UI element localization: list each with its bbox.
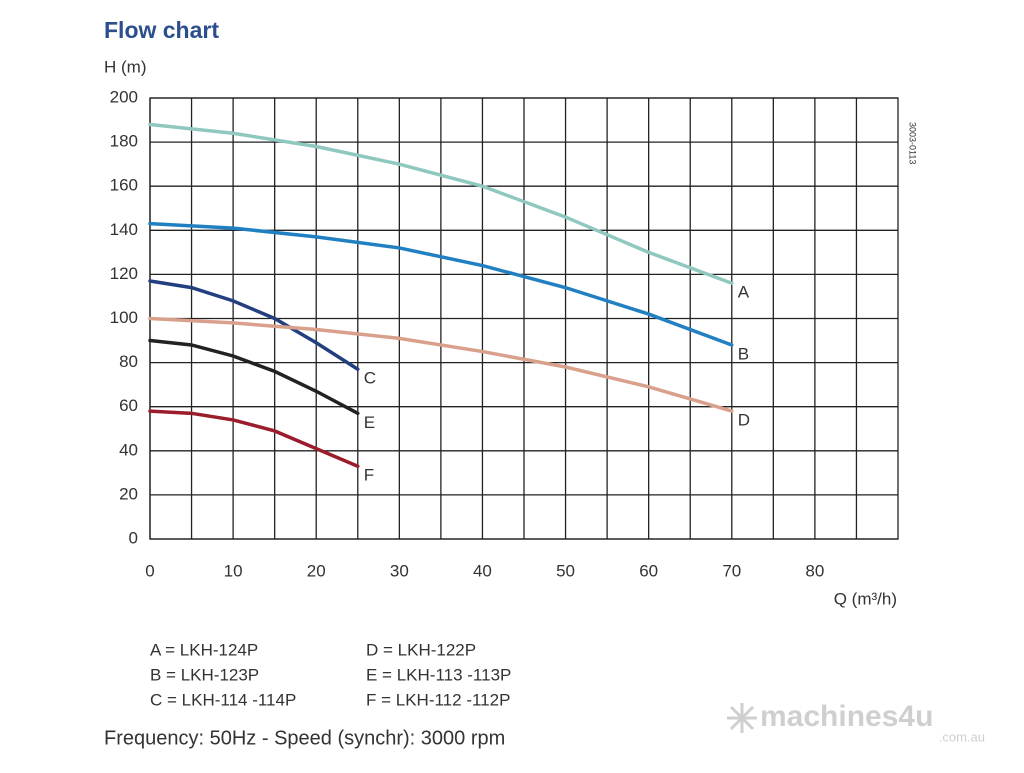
x-tick-label: 80 bbox=[805, 561, 824, 580]
y-tick-label: 160 bbox=[110, 176, 138, 195]
y-tick-label: 80 bbox=[119, 352, 138, 371]
y-tick-label: 60 bbox=[119, 396, 138, 415]
legend-entry: E = LKH-113 -113P bbox=[366, 665, 511, 684]
series-line bbox=[148, 279, 360, 371]
curve-label: D bbox=[738, 411, 750, 430]
watermark-domain: .com.au bbox=[939, 729, 985, 744]
y-tick-label: 100 bbox=[110, 308, 138, 327]
chart-title: Flow chart bbox=[104, 17, 219, 43]
chart-code: 3003-0113 bbox=[908, 122, 918, 164]
series-line bbox=[148, 338, 360, 416]
curve-label: C bbox=[364, 369, 376, 388]
series-line bbox=[148, 409, 360, 468]
x-tick-label: 20 bbox=[307, 561, 326, 580]
legend-entry: D = LKH-122P bbox=[366, 640, 476, 659]
x-tick-label: 40 bbox=[473, 561, 492, 580]
x-tick-label: 60 bbox=[639, 561, 658, 580]
curve-label: A bbox=[738, 283, 750, 302]
x-tick-label: 0 bbox=[145, 561, 154, 580]
y-tick-label: 0 bbox=[129, 528, 138, 547]
x-tick-label: 70 bbox=[722, 561, 741, 580]
legend-entry: F = LKH-112 -112P bbox=[366, 690, 510, 709]
x-tick-label: 50 bbox=[556, 561, 575, 580]
watermark: machines4u .com.au bbox=[727, 700, 985, 744]
y-tick-label: 20 bbox=[119, 484, 138, 503]
x-axis-label: Q (m³/h) bbox=[834, 589, 897, 608]
series-line bbox=[148, 221, 734, 347]
y-axis-label: H (m) bbox=[104, 57, 146, 76]
watermark-brand: machines4u bbox=[760, 700, 933, 733]
legend-entry: B = LKH-123P bbox=[150, 665, 259, 684]
y-tick-label: 180 bbox=[110, 132, 138, 151]
legend-entry: A = LKH-124P bbox=[150, 640, 258, 659]
y-tick-label: 140 bbox=[110, 220, 138, 239]
x-tick-label: 30 bbox=[390, 561, 409, 580]
curve-label: F bbox=[364, 466, 374, 485]
series-line bbox=[148, 122, 734, 285]
y-tick-label: 200 bbox=[110, 87, 138, 106]
y-tick-label: 120 bbox=[110, 264, 138, 283]
watermark-icon bbox=[727, 703, 757, 733]
footnote: Frequency: 50Hz - Speed (synchr): 3000 r… bbox=[104, 727, 505, 749]
series-line bbox=[148, 316, 734, 413]
x-tick-label: 10 bbox=[224, 561, 243, 580]
curve-label: E bbox=[364, 413, 375, 432]
legend-entry: C = LKH-114 -114P bbox=[150, 690, 296, 709]
y-tick-label: 40 bbox=[119, 440, 138, 459]
curve-label: B bbox=[738, 344, 749, 363]
